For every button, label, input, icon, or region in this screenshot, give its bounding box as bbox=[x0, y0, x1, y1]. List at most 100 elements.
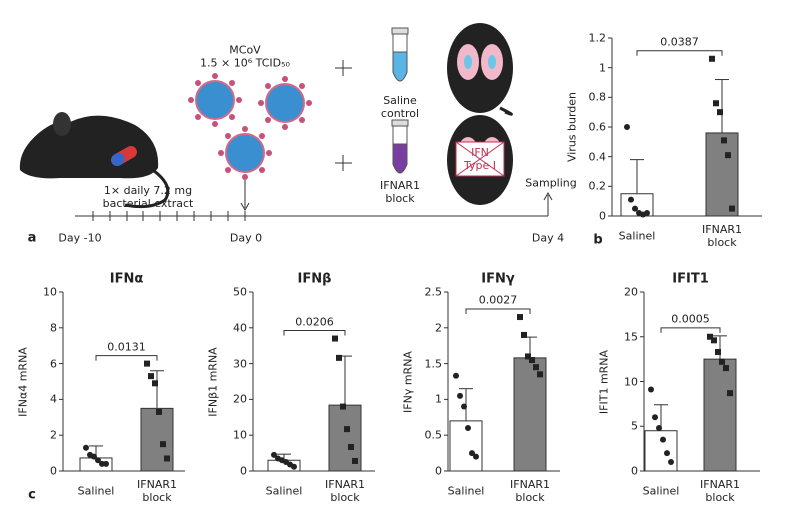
data-point bbox=[152, 380, 158, 387]
y-tick-label: 0.2 bbox=[588, 179, 607, 193]
data-point bbox=[529, 357, 535, 364]
timeline-label: Day 0 bbox=[229, 231, 263, 245]
data-point bbox=[461, 403, 467, 410]
data-point bbox=[707, 333, 713, 340]
data-point bbox=[457, 392, 463, 399]
y-tick-label: 0 bbox=[50, 464, 57, 478]
data-point bbox=[660, 436, 666, 443]
data-point bbox=[725, 152, 731, 159]
data-point bbox=[148, 373, 154, 380]
data-point bbox=[723, 365, 729, 372]
y-axis-label: Virus burden bbox=[565, 91, 579, 163]
y-tick-label: 50 bbox=[233, 285, 247, 299]
y-tick-label: 1.5 bbox=[424, 357, 443, 371]
data-point bbox=[164, 455, 170, 462]
significance-bracket bbox=[95, 355, 158, 361]
data-point bbox=[632, 205, 638, 212]
data-point bbox=[521, 331, 527, 338]
virus-name: MCoV bbox=[229, 43, 261, 57]
y-tick-label: 1.2 bbox=[588, 31, 607, 45]
y-tick-label: 20 bbox=[233, 392, 247, 406]
data-point bbox=[291, 463, 297, 470]
data-point bbox=[340, 403, 346, 410]
timeline-label: Day -10 bbox=[58, 231, 102, 245]
virus-spikes bbox=[188, 73, 312, 180]
y-axis-label: IFNγ mRNA bbox=[401, 350, 415, 413]
data-point bbox=[727, 390, 733, 397]
y-tick-label: 10 bbox=[233, 428, 247, 442]
y-axis-label: IFNβ1 mRNA bbox=[206, 346, 220, 417]
x-tick-label: IFNAR1 block bbox=[325, 478, 365, 504]
mouse-illustration bbox=[19, 112, 170, 209]
data-point bbox=[648, 386, 654, 393]
y-tick-label: 15 bbox=[624, 330, 638, 344]
p-value: 0.0005 bbox=[671, 312, 710, 326]
data-point bbox=[644, 210, 650, 217]
y-tick-label: 10 bbox=[43, 285, 57, 299]
bar bbox=[705, 132, 739, 217]
panel-label: c bbox=[28, 487, 36, 503]
mouse-top-views bbox=[447, 23, 513, 205]
y-tick-label: 1 bbox=[435, 392, 442, 406]
data-point bbox=[721, 137, 727, 144]
data-point bbox=[473, 453, 479, 460]
tubes bbox=[391, 27, 409, 174]
data-point bbox=[344, 426, 350, 433]
bar bbox=[703, 358, 737, 472]
data-point bbox=[715, 348, 721, 355]
data-point bbox=[95, 457, 101, 464]
chart-title: IFNα bbox=[109, 271, 144, 287]
y-tick-label: 1 bbox=[599, 61, 606, 75]
y-tick-label: 0 bbox=[435, 464, 442, 478]
data-point bbox=[719, 358, 725, 365]
lung-label: IFN Type I bbox=[463, 146, 496, 172]
y-tick-label: 2 bbox=[435, 321, 442, 335]
virus-dose: 1.5 × 10⁶ TCID₅₀ bbox=[200, 56, 290, 70]
data-point bbox=[537, 371, 543, 378]
plus-signs bbox=[335, 60, 352, 171]
y-tick-label: 10 bbox=[624, 375, 638, 388]
data-point bbox=[336, 354, 342, 361]
chart-title: IFIT1 bbox=[672, 271, 709, 287]
data-point bbox=[652, 414, 658, 421]
y-tick-label: 0 bbox=[240, 464, 247, 478]
x-tick-label: IFNAR1 block bbox=[702, 223, 742, 249]
y-tick-label: 6 bbox=[50, 357, 57, 371]
y-tick-label: 40 bbox=[233, 321, 247, 335]
virus-illustration bbox=[195, 80, 305, 173]
y-tick-label: 4 bbox=[50, 392, 57, 406]
chart-title: IFNγ bbox=[481, 271, 515, 287]
data-point bbox=[709, 55, 715, 62]
y-axis-label: IFNα4 mRNA bbox=[16, 346, 30, 417]
x-tick-label: IFNAR1 block bbox=[137, 478, 177, 504]
data-point bbox=[465, 425, 471, 432]
data-point bbox=[83, 444, 89, 451]
data-point bbox=[628, 196, 634, 203]
bar bbox=[644, 430, 678, 472]
x-tick-label: Salinel bbox=[642, 484, 680, 498]
data-point bbox=[103, 460, 109, 467]
significance-bracket bbox=[636, 50, 723, 56]
x-tick-label: Salinel bbox=[618, 229, 656, 243]
data-point bbox=[533, 364, 539, 371]
data-point bbox=[332, 335, 338, 342]
data-point bbox=[348, 444, 354, 451]
data-point bbox=[713, 100, 719, 107]
p-value: 0.0387 bbox=[660, 35, 699, 49]
p-value: 0.0131 bbox=[107, 340, 146, 354]
data-point bbox=[711, 337, 717, 344]
data-point bbox=[729, 205, 735, 212]
data-point bbox=[664, 450, 670, 457]
data-point bbox=[160, 441, 166, 448]
data-point bbox=[453, 372, 459, 379]
sampling-label: Sampling bbox=[525, 176, 577, 190]
chart-title: IFNβ bbox=[297, 271, 332, 287]
block-label: IFNAR1 block bbox=[380, 179, 420, 205]
p-value: 0.0206 bbox=[295, 315, 334, 329]
x-tick-label: Salinel bbox=[265, 484, 303, 498]
x-tick-label: IFNAR1 block bbox=[700, 478, 740, 504]
y-axis-label: IFIT1 mRNA bbox=[597, 349, 611, 414]
y-tick-label: 0.6 bbox=[588, 120, 607, 134]
data-point bbox=[352, 457, 358, 464]
